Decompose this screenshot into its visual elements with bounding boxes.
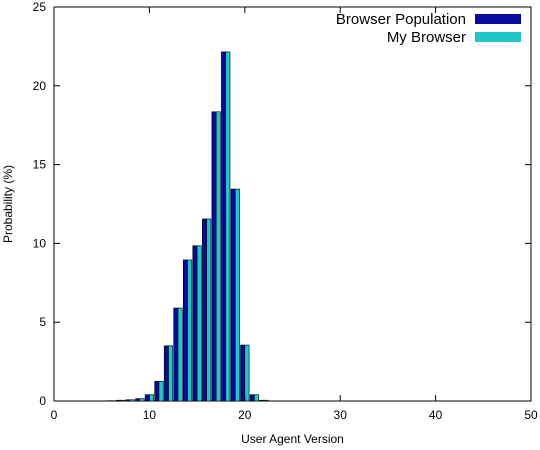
plot-frame [53,6,532,402]
bar-browser-population-7 [116,399,122,402]
bar-my-browser-20 [244,344,250,402]
bar-browser-population-9 [135,398,141,402]
legend-label-browser-population: Browser Population [336,11,466,28]
bar-browser-population-16 [202,218,207,402]
y-axis-title: Probability (%) [1,165,15,243]
bar-my-browser-11 [158,380,164,402]
y-tick-label-10: 10 [33,236,47,250]
bar-my-browser-22 [263,399,269,402]
bar-browser-population-10 [144,394,150,402]
x-axis-ticks: 0 10 20 30 40 50 [51,7,538,422]
bar-my-browser-9 [139,398,145,402]
bar-browser-population-18 [221,51,227,402]
legend-swatch-browser-population [475,14,521,24]
x-tick-label-0: 0 [51,408,58,422]
y-tick-label-5: 5 [39,315,46,329]
bar-browser-population-19 [230,188,236,402]
bar-my-browser-18 [225,51,231,402]
bar-my-browser-10 [149,394,154,402]
x-tick-label-50: 50 [524,408,538,422]
y-tick-label-25: 25 [33,0,47,14]
x-tick-label-20: 20 [238,408,252,422]
bar-browser-population-13 [173,307,179,402]
y-tick-label-15: 15 [33,158,47,172]
bar-my-browser-16 [206,218,212,402]
legend-label-my-browser: My Browser [387,29,466,46]
bar-my-browser-21 [254,394,259,402]
bar-my-browser-12 [168,345,174,402]
bar-browser-population-11 [154,380,160,402]
bar-my-browser-13 [177,307,183,402]
bar-browser-population-22 [259,399,265,402]
bars-group [106,51,269,402]
bar-browser-population-8 [125,399,131,402]
x-tick-label-30: 30 [334,408,348,422]
bar-my-browser-17 [215,111,221,402]
bar-my-browser-19 [234,188,240,402]
bar-my-browser-14 [187,259,193,402]
bar-browser-population-20 [240,344,246,402]
bar-browser-population-17 [211,111,217,402]
bar-browser-population-12 [163,345,169,402]
bar-browser-population-21 [249,394,255,402]
bar-browser-population-14 [182,259,188,402]
y-tick-label-0: 0 [39,394,46,408]
legend-swatch-my-browser [475,32,521,42]
y-tick-label-20: 20 [33,79,47,93]
x-tick-label-40: 40 [429,408,443,422]
bar-my-browser-15 [196,245,202,402]
y-axis-ticks: 0 5 10 15 20 25 [33,0,531,408]
legend: Browser Population My Browser [336,11,521,46]
x-tick-label-10: 10 [143,408,157,422]
bar-browser-population-15 [192,245,198,402]
bar-my-browser-7 [120,399,126,402]
x-axis-title: User Agent Version [241,432,344,446]
bar-my-browser-8 [130,399,135,402]
